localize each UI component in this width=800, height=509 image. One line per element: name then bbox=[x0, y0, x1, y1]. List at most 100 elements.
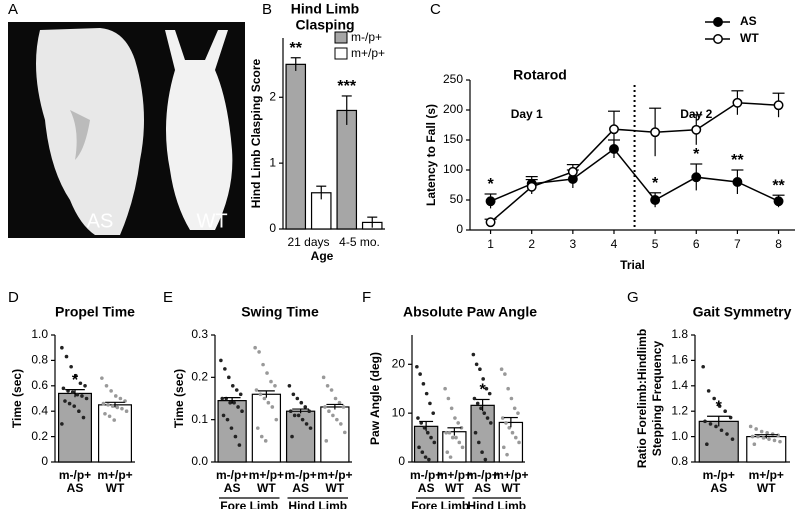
data-point bbox=[69, 364, 73, 369]
photo-label: WT bbox=[196, 210, 227, 232]
panel-label: A bbox=[8, 1, 18, 18]
data-point bbox=[719, 428, 724, 433]
data-point bbox=[72, 404, 77, 408]
data-point bbox=[292, 413, 297, 418]
data-point bbox=[505, 452, 509, 457]
data-point bbox=[418, 372, 422, 376]
data-point bbox=[269, 379, 273, 384]
data-point bbox=[237, 443, 242, 447]
genotype-label: AS bbox=[67, 481, 84, 495]
legend-label: m+/p+ bbox=[351, 46, 385, 60]
y-tick-label: 0.4 bbox=[31, 403, 48, 417]
data-point bbox=[480, 450, 484, 455]
significance: *** bbox=[337, 78, 356, 95]
data-point bbox=[259, 434, 264, 439]
y-tick-label: 0.2 bbox=[191, 370, 208, 384]
data-point bbox=[255, 426, 260, 430]
data-point bbox=[432, 440, 437, 445]
x-tick-label: 8 bbox=[775, 237, 782, 251]
data-point bbox=[512, 406, 517, 411]
data-point bbox=[513, 435, 518, 440]
data-point bbox=[483, 457, 488, 462]
x-tick-label: m+/p+ bbox=[249, 468, 284, 482]
genotype-label: AS bbox=[292, 481, 309, 495]
data-point bbox=[445, 450, 450, 455]
data-point bbox=[115, 405, 120, 410]
data-point bbox=[299, 400, 304, 405]
data-point bbox=[450, 435, 455, 440]
data-point bbox=[750, 434, 755, 439]
data-point bbox=[761, 436, 766, 440]
data-point bbox=[220, 396, 225, 401]
data-point bbox=[240, 409, 244, 414]
bar bbox=[698, 420, 739, 463]
x-tick-label: m-/p+ bbox=[466, 468, 498, 482]
genotype-label: WT bbox=[257, 481, 276, 495]
y-axis-label: Time (sec) bbox=[172, 369, 186, 428]
data-point bbox=[478, 367, 482, 371]
data-point bbox=[459, 426, 464, 430]
x-axis-label: Age bbox=[311, 249, 334, 263]
day-label: Day 2 bbox=[680, 107, 712, 121]
genotype-label: AS bbox=[474, 481, 491, 495]
x-tick-label: m-/p+ bbox=[59, 468, 91, 482]
x-tick-label: m+/p+ bbox=[97, 468, 132, 482]
data-point bbox=[81, 415, 86, 420]
x-tick-label: 7 bbox=[734, 237, 741, 251]
significance: ** bbox=[731, 152, 744, 169]
data-point bbox=[444, 430, 448, 435]
series-line bbox=[490, 147, 779, 202]
y-tick-label: 0.8 bbox=[671, 454, 688, 468]
significance: * bbox=[716, 398, 723, 415]
data-point bbox=[706, 389, 711, 393]
x-tick-label: 21 days bbox=[287, 235, 329, 249]
data-point bbox=[479, 406, 483, 411]
data-point bbox=[449, 406, 454, 411]
y-tick-label: 1.8 bbox=[671, 327, 688, 341]
y-tick-label: 20 bbox=[392, 356, 406, 370]
data-point bbox=[100, 376, 104, 380]
data-point bbox=[63, 399, 67, 403]
genotype-label: WT bbox=[502, 481, 521, 495]
marker bbox=[773, 196, 784, 207]
genotype-label: AS bbox=[710, 481, 727, 495]
day-label: Day 1 bbox=[511, 107, 543, 121]
data-point bbox=[109, 389, 113, 393]
data-point bbox=[489, 421, 493, 425]
data-point bbox=[219, 358, 223, 363]
y-tick-label: 2 bbox=[269, 89, 276, 103]
bar bbox=[57, 392, 92, 463]
marker bbox=[650, 195, 661, 205]
data-point bbox=[516, 411, 520, 415]
data-point bbox=[265, 371, 269, 375]
marker bbox=[485, 217, 496, 228]
data-point bbox=[772, 438, 777, 443]
data-point bbox=[429, 435, 433, 440]
data-point bbox=[500, 416, 505, 420]
chart-title: Hind Limb bbox=[291, 1, 359, 17]
y-tick-label: 0 bbox=[41, 454, 48, 468]
marker bbox=[485, 196, 496, 207]
y-tick-label: 0 bbox=[398, 454, 405, 468]
bar bbox=[320, 406, 350, 463]
data-point bbox=[730, 437, 735, 441]
marker bbox=[732, 97, 743, 108]
data-point bbox=[705, 442, 709, 447]
data-point bbox=[420, 450, 425, 455]
y-tick-label: 0.6 bbox=[31, 378, 48, 392]
legend-label: AS bbox=[740, 14, 757, 28]
y-tick-label: 1.0 bbox=[31, 327, 48, 341]
data-point bbox=[448, 455, 453, 459]
data-point bbox=[262, 396, 267, 401]
data-point bbox=[708, 422, 713, 426]
data-point bbox=[233, 434, 238, 439]
data-point bbox=[428, 401, 432, 406]
panel-label: B bbox=[262, 1, 272, 18]
y-tick-label: 1.0 bbox=[671, 429, 688, 443]
data-point bbox=[101, 401, 106, 406]
data-point bbox=[107, 414, 112, 419]
y-tick-label: 0.2 bbox=[31, 429, 48, 443]
data-point bbox=[321, 375, 326, 380]
data-point bbox=[273, 384, 277, 388]
data-point bbox=[120, 406, 124, 411]
